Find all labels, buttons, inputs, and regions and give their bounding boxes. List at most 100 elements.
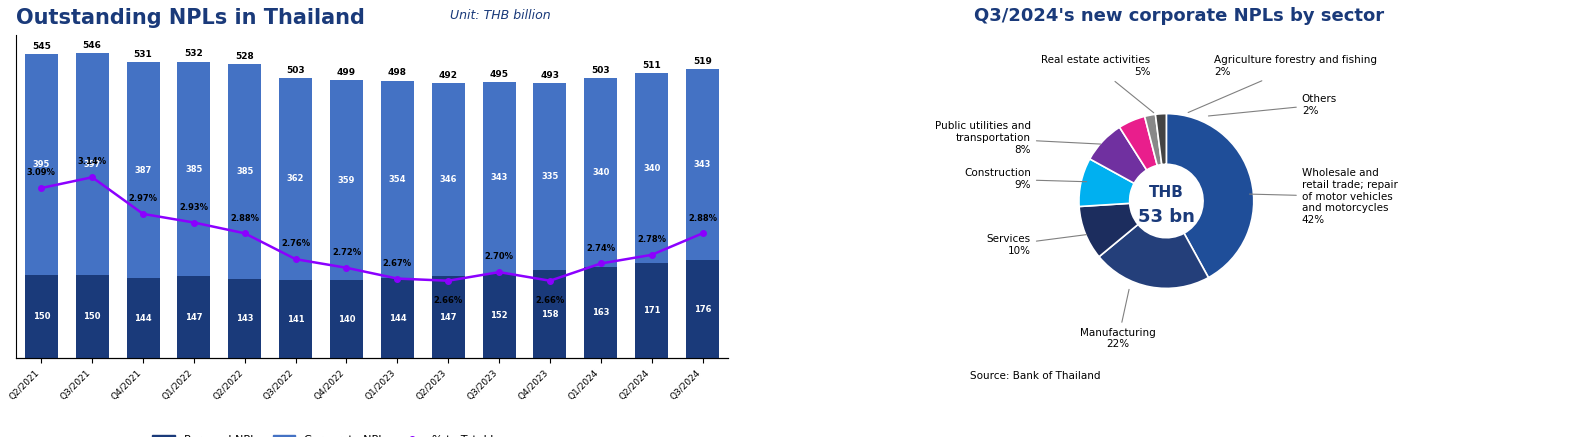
Wedge shape [1100,225,1208,288]
Wedge shape [1155,114,1166,165]
Text: 2.88%: 2.88% [230,214,259,222]
Text: Services
10%: Services 10% [987,234,1087,256]
Bar [432,83,465,276]
Bar [25,55,57,275]
Text: 498: 498 [387,68,406,77]
Text: 2.66%: 2.66% [433,296,463,305]
Text: 359: 359 [338,176,355,185]
Text: 2.97%: 2.97% [129,194,157,203]
Text: 3.14%: 3.14% [78,157,106,166]
Text: 395: 395 [33,160,49,169]
Wedge shape [1090,127,1147,184]
Bar [330,80,363,280]
Bar [279,78,313,280]
Text: 147: 147 [440,313,457,322]
Text: 503: 503 [592,66,609,75]
Bar [686,260,719,358]
Wedge shape [1119,116,1157,170]
Text: Construction
9%: Construction 9% [963,168,1087,190]
Bar [229,64,262,279]
Text: Others
2%: Others 2% [1208,94,1338,116]
Text: 152: 152 [490,312,508,320]
Bar [127,62,160,278]
Bar [178,62,211,276]
Text: 385: 385 [236,167,254,176]
Text: 499: 499 [336,68,355,77]
Bar [381,278,414,358]
Text: 143: 143 [236,314,254,323]
Text: 492: 492 [438,71,457,80]
Text: 141: 141 [287,315,305,323]
Bar [686,69,719,260]
Text: Public utilities and
transportation
8%: Public utilities and transportation 8% [935,121,1101,155]
Wedge shape [1166,114,1254,277]
Text: Wholesale and
retail trade; repair
of motor vehicles
and motorcycles
42%: Wholesale and retail trade; repair of mo… [1249,168,1398,225]
Text: 150: 150 [84,312,102,321]
Text: Manufacturing
22%: Manufacturing 22% [1081,289,1157,349]
Text: 163: 163 [592,309,609,317]
Text: 2.93%: 2.93% [179,203,208,212]
Bar [76,275,108,358]
Text: 144: 144 [389,314,406,323]
Text: 140: 140 [338,315,355,324]
Text: 545: 545 [32,42,51,51]
Text: 346: 346 [440,175,457,184]
Text: 362: 362 [287,174,305,183]
Text: 495: 495 [490,70,508,79]
Text: 354: 354 [389,175,406,184]
Text: 176: 176 [694,305,711,314]
Text: 387: 387 [135,166,152,175]
Text: 2.67%: 2.67% [382,259,413,268]
Bar [381,81,414,278]
Text: 335: 335 [541,172,559,181]
Bar [635,263,668,358]
Text: 343: 343 [490,173,508,183]
Bar [584,78,617,267]
Text: 493: 493 [541,71,560,80]
Text: 385: 385 [186,165,203,173]
Bar [127,278,160,358]
Text: 531: 531 [133,50,152,59]
Text: 144: 144 [135,314,152,323]
Text: 2.70%: 2.70% [484,252,514,261]
Wedge shape [1079,203,1138,257]
Text: 2.88%: 2.88% [689,214,717,222]
Bar [482,82,516,274]
Bar [76,53,108,275]
Text: 532: 532 [184,49,203,59]
Bar [330,280,363,358]
Bar [229,279,262,358]
Wedge shape [1079,159,1135,207]
Text: 158: 158 [541,310,559,319]
Text: 528: 528 [235,52,254,61]
Text: Source: Bank of Thailand: Source: Bank of Thailand [970,371,1101,381]
Text: 150: 150 [33,312,51,321]
Text: 147: 147 [186,313,203,322]
Text: Agriculture forestry and fishing
2%: Agriculture forestry and fishing 2% [1189,55,1378,112]
Title: Q3/2024's new corporate NPLs by sector: Q3/2024's new corporate NPLs by sector [974,7,1384,25]
Text: Outstanding NPLs in Thailand: Outstanding NPLs in Thailand [16,8,365,28]
Text: 343: 343 [694,160,711,169]
Text: 2.74%: 2.74% [586,244,616,253]
Text: Real estate activities
5%: Real estate activities 5% [1041,55,1154,113]
Text: 171: 171 [643,306,660,315]
Text: 503: 503 [286,66,305,75]
Text: 340: 340 [643,164,660,173]
Bar [533,270,567,358]
Text: 53 bn: 53 bn [1138,208,1195,226]
Bar [279,280,313,358]
Text: 2.66%: 2.66% [535,296,565,305]
Text: 2.76%: 2.76% [281,239,309,248]
Bar [584,267,617,358]
Bar [25,275,57,358]
Text: THB: THB [1149,185,1184,200]
Bar [432,276,465,358]
Text: 2.78%: 2.78% [638,235,667,244]
Text: 546: 546 [83,41,102,50]
Wedge shape [1144,114,1162,166]
Bar [533,83,567,270]
Legend: Personal NPLs, Corporate NPLs, % to Total loans: Personal NPLs, Corporate NPLs, % to Tota… [148,430,525,437]
Bar [635,73,668,263]
Bar [482,274,516,358]
Text: 397: 397 [84,160,102,169]
